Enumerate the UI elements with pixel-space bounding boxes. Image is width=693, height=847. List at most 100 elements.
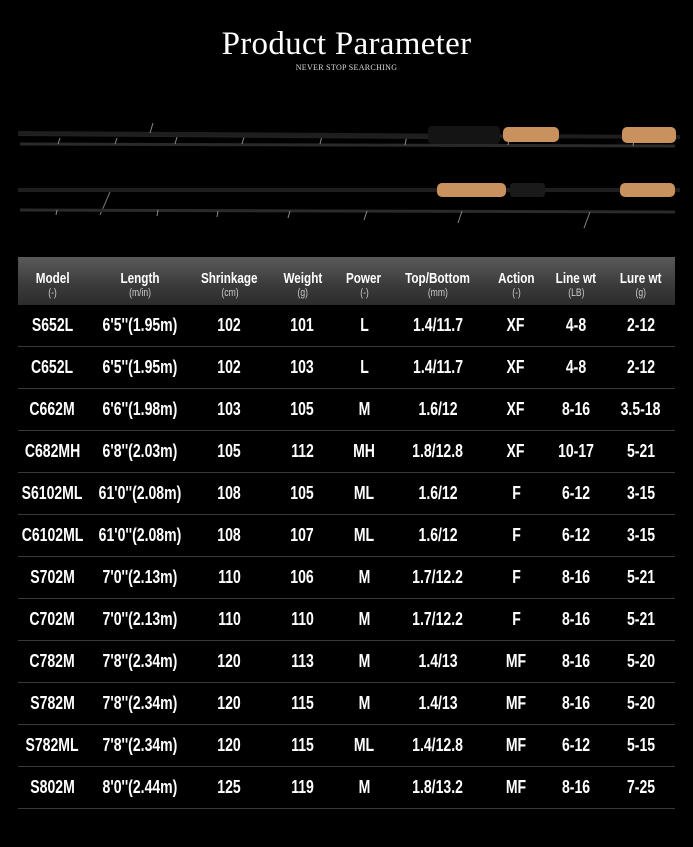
cell-length: 6'5''(1.95m) [87,315,193,336]
cell-value: 2-12 [626,357,656,377]
cell-value: S6102ML [22,483,83,503]
cell-shrinkage: 108 [193,483,266,504]
cell-value: S782ML [25,735,80,755]
cell-action: MF [487,735,545,756]
cell-top-bottom: 1.6/12 [389,483,487,504]
cell-action: MF [487,693,545,714]
cell-model: C6102ML [18,525,87,546]
table-row: C782M 7'8''(2.34m) 120 113 M 1.4/13 MF 8-16 5-20 [18,641,675,683]
cell-action: F [487,483,545,504]
cell-shrinkage: 105 [193,441,266,462]
column-header-shrinkage: Shrinkage (cm) [193,257,266,305]
cell-weight: 103 [266,357,339,378]
cell-value: 101 [290,315,315,335]
cell-value: XF [507,315,525,335]
cell-line-wt: 4-8 [545,357,607,378]
cell-weight: 112 [266,441,339,462]
cell-shrinkage: 102 [193,357,266,378]
cell-value: 119 [291,777,314,797]
cell-value: 105 [290,399,315,419]
cell-value: 125 [217,777,242,797]
cell-line-wt: 8-16 [545,693,607,714]
cell-value: 8-16 [561,777,591,797]
cell-value: 4-8 [565,357,587,377]
cell-weight: 115 [266,735,339,756]
cell-model: C662M [18,399,87,420]
cell-value: 1.4/13 [418,693,458,713]
table-row: S702M 7'0''(2.13m) 110 106 M 1.7/12.2 F 8-16 5-2… [18,557,675,599]
cell-length: 7'8''(2.34m) [87,651,193,672]
cell-line-wt: 6-12 [545,525,607,546]
cell-line-wt: 8-16 [545,777,607,798]
cell-line-wt: 6-12 [545,735,607,756]
cell-power: M [339,399,389,420]
fishing-rods-image [17,122,681,229]
cell-value: F [511,609,521,629]
cell-top-bottom: 1.8/12.8 [389,441,487,462]
cell-length: 61'0''(2.08m) [87,525,193,546]
cell-value: MF [505,777,527,797]
cell-shrinkage: 120 [193,693,266,714]
cell-value: 61'0''(2.08m) [98,525,182,545]
cell-weight: 105 [266,399,339,420]
cell-value: S702M [30,567,75,587]
cell-power: M [339,693,389,714]
cell-value: 5-15 [626,735,656,755]
cell-line-wt: 8-16 [545,651,607,672]
cell-value: MF [505,651,527,671]
cell-top-bottom: 1.4/11.7 [389,315,487,336]
spinning-rod [18,183,680,216]
cell-value: ML [353,483,375,503]
cell-value: 108 [217,525,242,545]
cell-weight: 110 [266,609,339,630]
cell-value: 8-16 [561,567,591,587]
table-row: C6102ML 61'0''(2.08m) 108 107 ML 1.6/12 F 6-12 3… [18,515,675,557]
cell-value: 1.4/12.8 [412,735,464,755]
cell-line-wt: 6-12 [545,483,607,504]
table-row: S6102ML 61'0''(2.08m) 108 105 ML 1.6/12 F 6-12 3… [18,473,675,515]
cell-value: MF [505,735,527,755]
cell-shrinkage: 110 [193,567,266,588]
cell-value: XF [507,399,525,419]
cell-line-wt: 10-17 [545,441,607,462]
cell-value: M [358,609,370,629]
cell-length: 7'0''(2.13m) [87,567,193,588]
cell-value: 4-8 [565,315,587,335]
cell-length: 61'0''(2.08m) [87,483,193,504]
cell-model: C652L [18,357,87,378]
cell-value: 115 [291,735,314,755]
cell-power: L [339,315,389,336]
column-label: Power [346,269,382,287]
cell-value: 6'5''(1.95m) [102,357,178,377]
cell-value: 8-16 [561,399,591,419]
cell-value: 1.8/13.2 [412,777,464,797]
cell-shrinkage: 125 [193,777,266,798]
cell-value: M [358,777,370,797]
cell-value: 6-12 [561,735,591,755]
cell-value: S802M [30,777,75,797]
cell-value: 6'6''(1.98m) [102,399,178,419]
cell-value: C652L [31,357,74,377]
cell-value: 1.6/12 [418,399,458,419]
column-unit: (mm) [427,286,449,299]
cell-model: S652L [18,315,87,336]
cell-value: 8'0''(2.44m) [102,777,178,797]
cell-top-bottom: 1.4/13 [389,693,487,714]
column-header-power: Power (-) [339,257,389,305]
cell-value: MH [353,441,375,461]
column-unit: (-) [48,286,57,299]
cell-value: 8-16 [561,609,591,629]
cell-value: 2-12 [626,315,656,335]
cell-line-wt: 8-16 [545,609,607,630]
column-unit: (g) [297,286,308,299]
cell-value: 120 [217,735,242,755]
cell-action: F [487,609,545,630]
cell-power: M [339,609,389,630]
cell-value: 106 [290,567,315,587]
cell-action: MF [487,777,545,798]
cell-value: 1.6/12 [418,525,458,545]
cell-shrinkage: 110 [193,609,266,630]
cell-value: C6102ML [21,525,84,545]
column-label: Line wt [555,269,597,287]
cell-model: C682MH [18,441,87,462]
